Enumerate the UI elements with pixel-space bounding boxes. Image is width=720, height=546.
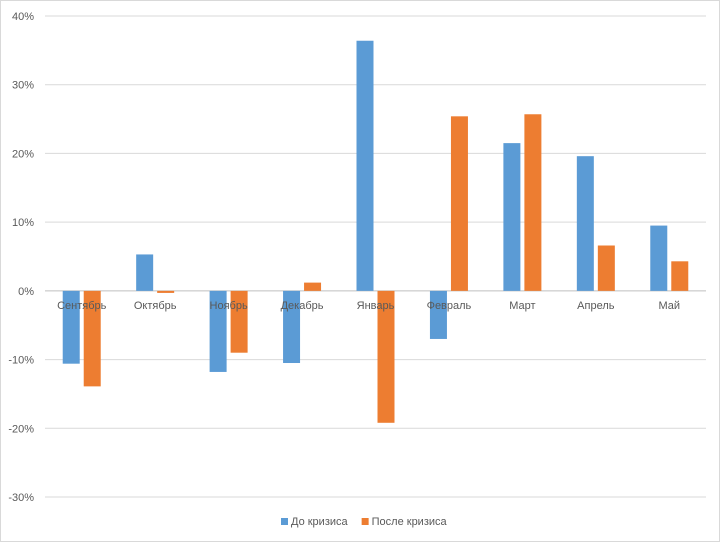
x-axis: Сентябрь Октябрь Ноябрь Декабрь Январь Феврал… [57, 300, 680, 312]
x-tick-label: Март [509, 300, 535, 312]
x-tick-label: Май [658, 300, 680, 312]
y-axis: 40% 30% 20% 10% 0% -10% -20% -30% [8, 11, 34, 504]
legend-swatch [361, 518, 369, 525]
bar-before-crisis [429, 290, 447, 339]
bar-after-crisis [450, 116, 468, 291]
y-tick-label: -10% [8, 355, 34, 367]
bar-before-crisis [283, 290, 301, 364]
x-tick-label: Апрель [577, 300, 615, 312]
y-tick-label: 30% [12, 80, 34, 92]
x-tick-label: Февраль [427, 300, 472, 312]
legend-label: После кризиса [372, 516, 448, 528]
bar-before-crisis [209, 290, 227, 372]
bars [62, 40, 689, 423]
bar-after-crisis [671, 261, 689, 291]
y-tick-label: -30% [8, 492, 34, 504]
y-tick-label: -20% [8, 423, 34, 435]
y-tick-label: 10% [12, 217, 34, 229]
x-tick-label: Декабрь [281, 300, 324, 312]
bar-before-crisis [503, 143, 521, 291]
bar-after-crisis [157, 290, 175, 293]
bar-after-crisis [304, 282, 322, 291]
bar-after-crisis [524, 114, 542, 291]
x-tick-label: Октябрь [134, 300, 177, 312]
bar-after-crisis [83, 290, 101, 387]
bar-before-crisis [356, 40, 374, 291]
y-tick-label: 0% [18, 286, 34, 298]
bar-before-crisis [136, 254, 154, 291]
bar-before-crisis [650, 225, 668, 291]
legend: До кризиса После кризиса [281, 516, 448, 528]
x-tick-label: Сентябрь [57, 300, 107, 312]
gridlines [45, 15, 706, 498]
y-tick-label: 40% [12, 11, 34, 23]
bar-after-crisis [377, 290, 395, 423]
x-tick-label: Ноябрь [210, 300, 248, 312]
bar-after-crisis [230, 290, 248, 353]
legend-swatch [281, 518, 288, 525]
y-tick-label: 20% [12, 148, 34, 160]
bar-after-crisis [597, 245, 615, 291]
bar-before-crisis [62, 290, 80, 364]
legend-label: До кризиса [291, 516, 349, 528]
bar-before-crisis [576, 156, 594, 291]
x-tick-label: Январь [357, 300, 395, 312]
